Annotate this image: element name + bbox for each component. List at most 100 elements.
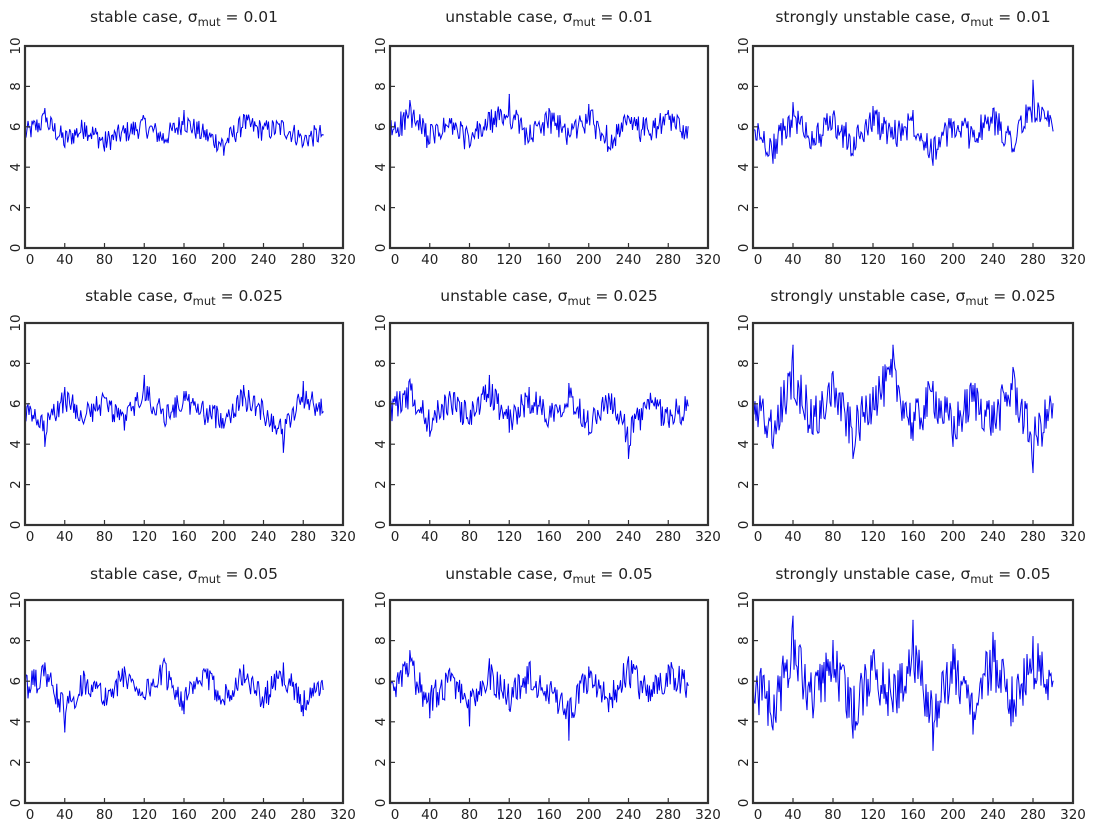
x-tick-label: 120	[496, 252, 522, 268]
data-point	[912, 619, 914, 621]
y-tick-label: 6	[373, 123, 389, 132]
x-tick-label: 80	[96, 252, 113, 268]
y-tick-label: 6	[736, 123, 752, 132]
data-point	[872, 106, 874, 108]
x-tick-label: 40	[784, 252, 801, 268]
data-point	[972, 733, 974, 735]
data-point	[488, 658, 490, 660]
data-point	[183, 713, 185, 715]
data-point	[203, 668, 205, 670]
data-point	[832, 370, 834, 373]
data-point	[892, 711, 894, 713]
data-point	[143, 696, 145, 699]
data-point	[932, 749, 934, 751]
data-point	[203, 415, 205, 417]
x-tick-label: 320	[330, 807, 356, 823]
x-tick-label: 0	[754, 529, 763, 545]
title-subscript: mut	[198, 15, 221, 29]
y-tick-label: 2	[373, 758, 389, 767]
data-point	[468, 725, 471, 727]
data-point	[608, 393, 610, 395]
data-series-line	[24, 375, 324, 453]
data-point	[812, 433, 814, 435]
title-case: stable case,	[90, 8, 188, 26]
title-case: strongly unstable case,	[770, 287, 955, 305]
x-tick-label: 0	[391, 529, 400, 545]
y-tick-label: 2	[8, 758, 24, 767]
data-point	[262, 706, 265, 709]
x-tick-label: 160	[536, 252, 562, 268]
data-point	[627, 116, 630, 118]
data-point	[792, 344, 794, 346]
title-case: strongly unstable case,	[775, 8, 960, 26]
data-point	[488, 374, 490, 377]
x-tick-label: 160	[900, 529, 926, 545]
data-point	[223, 154, 225, 156]
plot-frame	[23, 44, 345, 250]
x-tick-label: 120	[496, 807, 522, 823]
x-tick-label: 240	[251, 807, 277, 823]
data-point	[302, 144, 304, 146]
data-point	[812, 144, 814, 146]
data-point	[508, 93, 510, 96]
x-tick-label: 200	[576, 807, 602, 823]
title-subscript: mut	[198, 572, 221, 586]
x-tick-label: 40	[421, 252, 438, 268]
x-tick-label: 240	[980, 807, 1006, 823]
data-series-line	[24, 657, 324, 733]
data-series-line	[752, 80, 1054, 166]
x-tick-label: 280	[290, 529, 316, 545]
x-tick-label: 80	[96, 807, 113, 823]
x-tick-label: 40	[56, 807, 73, 823]
y-tick-label: 8	[8, 82, 24, 91]
y-tick-label: 10	[373, 591, 389, 608]
y-tick-label: 10	[736, 314, 752, 331]
data-point	[687, 405, 689, 407]
chart-title: unstable case, σmut = 0.025	[440, 287, 657, 308]
title-case: stable case,	[85, 287, 183, 305]
data-point	[302, 380, 304, 383]
data-point	[952, 644, 954, 646]
plot-frame	[23, 598, 345, 805]
y-tick-label: 6	[8, 400, 24, 409]
plot-frame	[751, 321, 1075, 527]
data-point	[647, 700, 649, 703]
x-tick-label: 0	[754, 807, 763, 823]
title-symbol: σ	[183, 287, 193, 305]
data-point	[528, 140, 530, 142]
data-point	[992, 431, 994, 433]
data-point	[44, 445, 46, 447]
title-symbol: σ	[960, 8, 970, 26]
y-tick-label: 2	[736, 758, 752, 767]
x-tick-label: 80	[461, 529, 478, 545]
x-tick-label: 40	[784, 529, 801, 545]
title-symbol: σ	[558, 287, 568, 305]
title-value: = 0.01	[993, 8, 1050, 26]
x-tick-label: 320	[695, 807, 721, 823]
data-point	[772, 162, 774, 164]
y-tick-label: 6	[8, 123, 24, 132]
x-tick-label: 280	[1020, 807, 1046, 823]
data-point	[282, 122, 284, 124]
title-subscript: mut	[970, 15, 993, 29]
data-point	[972, 136, 974, 138]
chart-title: strongly unstable case, σmut = 0.05	[775, 565, 1050, 586]
data-point	[588, 103, 590, 106]
y-tick-label: 10	[8, 37, 24, 54]
x-tick-label: 280	[655, 252, 681, 268]
x-tick-label: 80	[461, 252, 478, 268]
chart-title: unstable case, σmut = 0.01	[445, 8, 653, 29]
x-tick-label: 120	[860, 529, 886, 545]
data-point	[302, 715, 304, 717]
title-value: = 0.01	[595, 8, 652, 26]
data-point	[872, 387, 874, 389]
title-subscript: mut	[568, 294, 591, 308]
data-point	[123, 666, 125, 668]
x-tick-label: 280	[290, 252, 316, 268]
x-tick-label: 280	[655, 529, 681, 545]
data-point	[84, 419, 86, 421]
data-point	[262, 413, 265, 415]
chart-title: strongly unstable case, σmut = 0.025	[770, 287, 1055, 308]
y-tick-label: 2	[8, 203, 24, 212]
